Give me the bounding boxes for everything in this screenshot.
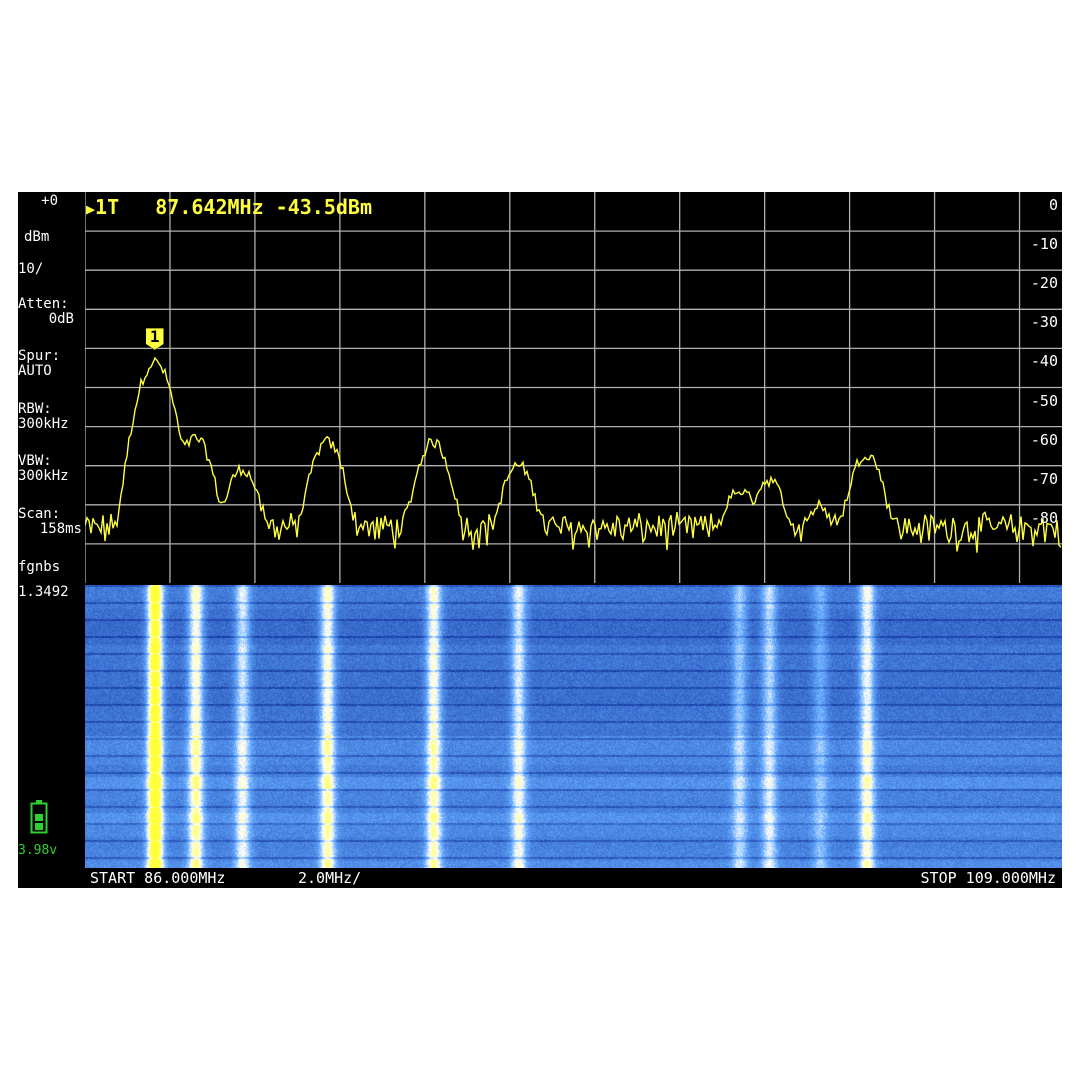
y-tick-label: -30 <box>1030 313 1058 332</box>
mode-label: fgnbs <box>18 559 61 575</box>
spectrum-analyzer-screen: +0 dBm 10/ Atten: 0dB Spur: AUTO RBW: 30… <box>18 192 1062 888</box>
y-tick-label: 0 <box>1048 196 1058 214</box>
vbw-label: VBW: <box>18 453 52 469</box>
y-tick-label: -10 <box>1030 235 1058 254</box>
scan-label: Scan: <box>18 506 61 522</box>
rbw-label: RBW: <box>18 401 52 417</box>
spectrum-trace <box>85 356 1062 553</box>
atten-label: Atten: <box>18 296 69 312</box>
spectrum-plot: 1 <box>85 192 1062 583</box>
rbw-value: 300kHz <box>18 416 69 432</box>
y-tick-label: -80 <box>1030 508 1058 527</box>
spur-label: Spur: <box>18 348 61 364</box>
marker-label: 1T <box>95 195 120 219</box>
y-tick-label: -20 <box>1030 274 1058 293</box>
marker-level: -43.5dBm <box>275 195 372 219</box>
marker-tag: 1 <box>150 327 160 346</box>
marker-frequency: 87.642MHz <box>155 195 264 219</box>
frequency-bar: START 86.000MHz 2.0MHz/ STOP 109.000MHz <box>18 868 1062 888</box>
stop-frequency: STOP 109.000MHz <box>920 869 1056 887</box>
waterfall-display <box>85 585 1062 868</box>
marker-arrow-icon: ▶ <box>86 200 96 218</box>
spur-value: AUTO <box>18 363 52 379</box>
ref-level: +0 <box>41 193 58 209</box>
y-tick-label: -70 <box>1030 469 1058 488</box>
scale-label: 10/ <box>18 261 44 277</box>
version-label: 1.3492 <box>18 584 69 600</box>
grid <box>85 192 1062 583</box>
battery-voltage: 3.98v <box>18 843 58 858</box>
scan-value: 158ms <box>39 521 82 537</box>
marker-readout: ▶1T 87.642MHz -43.5dBm <box>86 196 372 220</box>
vbw-value: 300kHz <box>18 468 69 484</box>
y-tick-label: -40 <box>1030 352 1058 371</box>
y-tick-label: -60 <box>1030 430 1058 449</box>
span-per-division: 2.0MHz/ <box>298 869 362 887</box>
marker-1: 1 <box>145 327 164 351</box>
start-frequency: START 86.000MHz <box>90 869 226 887</box>
unit-label: dBm <box>24 229 50 245</box>
y-tick-label: -50 <box>1030 391 1058 410</box>
battery-icon <box>30 800 48 834</box>
atten-value: 0dB <box>48 311 74 327</box>
